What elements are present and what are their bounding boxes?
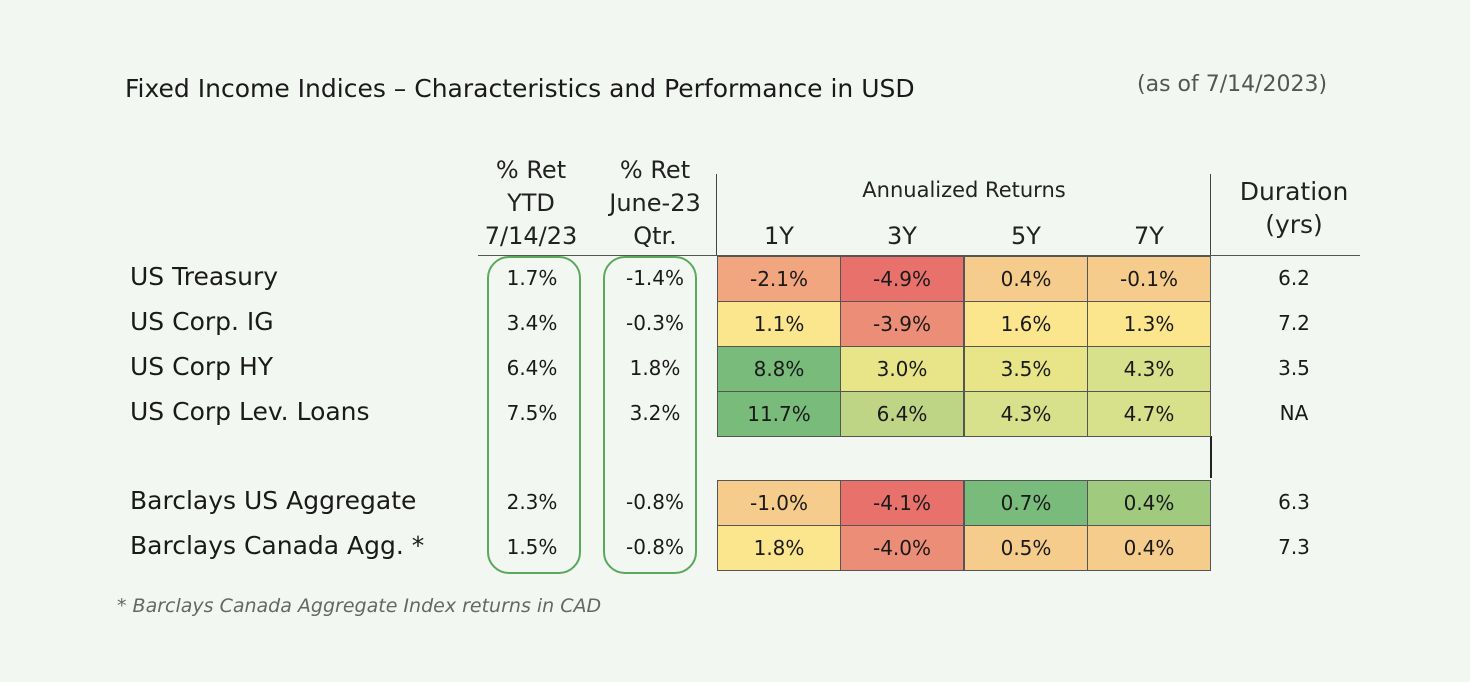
ytd-return-value: 6.4%: [506, 356, 558, 380]
ytd-return-value: 1.7%: [506, 266, 558, 290]
annualized-return-cell: -4.9%: [840, 256, 964, 302]
qtr-return-value: 3.2%: [629, 401, 681, 425]
header-duration-line1: Duration: [1239, 177, 1349, 206]
annualized-return-cell: 4.3%: [1087, 346, 1211, 392]
annualized-return-cell: 0.7%: [964, 480, 1088, 526]
header-period-7y: 7Y: [1134, 222, 1164, 250]
header-ret-ytd-line1: % Ret: [495, 156, 567, 184]
ytd-return-value: 2.3%: [506, 490, 558, 514]
annualized-return-cell: 1.3%: [1087, 301, 1211, 347]
annualized-return-cell: -3.9%: [840, 301, 964, 347]
header-ret-ytd-line3: 7/14/23: [484, 222, 578, 250]
ytd-return-value: 3.4%: [506, 311, 558, 335]
annualized-return-cell: -0.1%: [1087, 256, 1211, 302]
header-ret-qtr-line2: June-23: [609, 189, 701, 217]
annualized-return-cell: 4.7%: [1087, 391, 1211, 437]
annualized-return-cell: 0.4%: [964, 256, 1088, 302]
annualized-return-cell: 6.4%: [840, 391, 964, 437]
ytd-return-value: 7.5%: [506, 401, 558, 425]
qtr-highlight-outline: [603, 256, 697, 574]
annualized-return-cell: -1.0%: [717, 480, 841, 526]
qtr-return-value: 1.8%: [629, 356, 681, 380]
ytd-highlight-outline: [487, 256, 581, 574]
header-divider-right: [1210, 174, 1211, 255]
annualized-return-cell: 1.8%: [717, 525, 841, 571]
duration-value: 3.5: [1278, 356, 1310, 380]
duration-value: 6.2: [1278, 266, 1310, 290]
chart-title: Fixed Income Indices – Characteristics a…: [125, 74, 915, 103]
annualized-return-cell: 3.0%: [840, 346, 964, 392]
as-of-date: (as of 7/14/2023): [1137, 72, 1328, 97]
annualized-return-cell: 1.1%: [717, 301, 841, 347]
header-ret-qtr-line1: % Ret: [619, 156, 691, 184]
qtr-return-value: -0.8%: [625, 490, 685, 514]
header-ret-ytd: % Ret YTD 7/14/23: [470, 154, 592, 253]
annualized-return-cell: 1.6%: [964, 301, 1088, 347]
header-duration-line2: (yrs): [1265, 210, 1323, 239]
header-period-3y: 3Y: [887, 222, 917, 250]
header-divider-left: [716, 174, 717, 255]
annualized-return-cell: -2.1%: [717, 256, 841, 302]
row-label: US Corp HY: [130, 352, 274, 381]
qtr-return-value: -1.4%: [625, 266, 685, 290]
gap-divider: [1210, 436, 1212, 478]
annualized-return-cell: 3.5%: [964, 346, 1088, 392]
annualized-return-cell: -4.1%: [840, 480, 964, 526]
header-ret-qtr-line3: Qtr.: [633, 222, 677, 250]
qtr-return-value: -0.3%: [625, 311, 685, 335]
annualized-return-cell: -4.0%: [840, 525, 964, 571]
header-annualized-returns: Annualized Returns: [862, 178, 1066, 202]
ytd-return-value: 1.5%: [506, 535, 558, 559]
row-label: US Corp Lev. Loans: [130, 397, 370, 426]
header-underline: [478, 255, 1360, 256]
header-period-1y: 1Y: [764, 222, 794, 250]
qtr-return-value: -0.8%: [625, 535, 685, 559]
duration-value: 6.3: [1278, 490, 1310, 514]
header-ret-qtr: % Ret June-23 Qtr.: [593, 154, 717, 253]
row-label: Barclays Canada Agg. *: [130, 531, 425, 560]
header-ret-ytd-line2: YTD: [507, 189, 555, 217]
annualized-return-cell: 11.7%: [717, 391, 841, 437]
row-label: US Corp. IG: [130, 307, 274, 336]
annualized-return-cell: 0.4%: [1087, 480, 1211, 526]
annualized-return-cell: 8.8%: [717, 346, 841, 392]
row-label: Barclays US Aggregate: [130, 486, 417, 515]
row-label: US Treasury: [130, 262, 279, 291]
annualized-return-cell: 4.3%: [964, 391, 1088, 437]
header-period-5y: 5Y: [1011, 222, 1041, 250]
header-duration: Duration (yrs): [1211, 175, 1377, 241]
annualized-return-cell: 0.4%: [1087, 525, 1211, 571]
duration-value: NA: [1279, 401, 1309, 425]
duration-value: 7.2: [1278, 311, 1310, 335]
duration-value: 7.3: [1278, 535, 1310, 559]
footnote: * Barclays Canada Aggregate Index return…: [117, 595, 602, 617]
annualized-return-cell: 0.5%: [964, 525, 1088, 571]
